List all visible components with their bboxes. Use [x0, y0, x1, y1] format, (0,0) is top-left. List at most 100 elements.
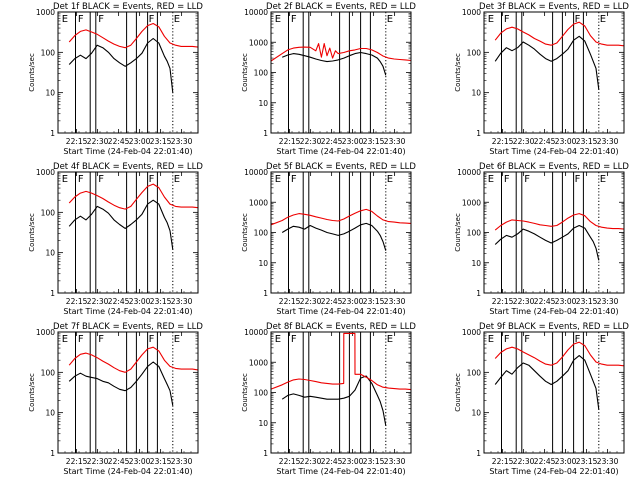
x-tick-label: 23:30: [384, 457, 406, 466]
x-tick-label: 22:15: [66, 297, 88, 306]
y-tick-label: 1: [50, 289, 55, 298]
event-marker-label: F: [524, 174, 530, 185]
y-tick-label: 100: [254, 229, 269, 238]
x-tick-label: 22:45: [534, 457, 556, 466]
x-tick-label: 22:15: [66, 457, 88, 466]
event-marker-label: E: [488, 174, 494, 185]
y-axis-label: Counts/sec: [241, 53, 249, 92]
panel-title: Det 1f BLACK = Events, RED = LLD: [53, 2, 203, 12]
detector-panel-7: Det 7f BLACK = Events, RED = LLD Counts/s…: [28, 322, 203, 476]
x-tick-label: 23:00: [342, 137, 364, 146]
y-tick-label: 10000: [457, 168, 481, 177]
event-marker-label: E: [600, 334, 606, 345]
x-tick-label: 22:45: [108, 457, 130, 466]
series-line-events: [281, 222, 387, 251]
x-tick-label: 23:00: [129, 137, 151, 146]
plot-frame: [270, 11, 412, 134]
detector-panel-2: Det 2f BLACK = Events, RED = LLD Counts/s…: [241, 2, 416, 156]
y-tick-label: 1: [263, 449, 268, 458]
series-line-events: [494, 355, 600, 410]
event-marker-label: F: [575, 14, 581, 25]
x-tick-label: 22:15: [492, 137, 514, 146]
x-tick-label: 22:30: [300, 137, 322, 146]
series-line-events: [68, 37, 174, 93]
y-tick-label: 1: [263, 289, 268, 298]
series-line-lld: [494, 213, 625, 231]
y-tick-label: 1000: [249, 38, 268, 47]
y-axis-label: Counts/sec: [28, 373, 36, 412]
panel-title: Det 9f BLACK = Events, RED = LLD: [479, 322, 629, 332]
x-tick-label: 23:30: [171, 297, 193, 306]
x-tick-label: 23:00: [342, 297, 364, 306]
event-marker-label: E: [62, 14, 68, 25]
event-marker-label: E: [275, 334, 281, 345]
y-tick-label: 100: [467, 368, 482, 377]
event-marker-label: E: [174, 174, 180, 185]
y-tick-label: 10000: [244, 328, 268, 337]
series-line-events: [494, 35, 600, 90]
plot-frame: [57, 331, 199, 454]
x-tick-label: 23:15: [150, 137, 172, 146]
detector-panel-6: Det 6f BLACK = Events, RED = LLD Counts/s…: [454, 162, 629, 316]
y-tick-label: 10: [45, 409, 55, 418]
event-marker-label: F: [78, 334, 84, 345]
y-tick-label: 10000: [244, 8, 268, 17]
event-marker-label: E: [387, 174, 393, 185]
x-axis-label: Start Time (24-Feb-04 22:01:40): [63, 307, 192, 316]
y-tick-label: 100: [41, 48, 56, 57]
event-marker-label: F: [149, 334, 155, 345]
detector-panel-9: Det 9f BLACK = Events, RED = LLD Counts/s…: [454, 322, 629, 476]
y-axis-label: Counts/sec: [454, 53, 462, 92]
y-tick-label: 100: [41, 208, 56, 217]
y-axis-label: Counts/sec: [28, 213, 36, 252]
x-tick-label: 22:30: [87, 457, 109, 466]
y-tick-label: 1000: [249, 358, 268, 367]
event-marker-label: E: [387, 14, 393, 25]
x-tick-label: 23:00: [129, 297, 151, 306]
x-tick-label: 22:15: [279, 297, 301, 306]
series-line-lld: [270, 208, 412, 226]
event-marker-label: E: [62, 174, 68, 185]
x-tick-label: 23:30: [597, 457, 619, 466]
x-tick-label: 23:15: [363, 457, 385, 466]
y-tick-label: 1: [476, 129, 481, 138]
event-marker-label: E: [600, 174, 606, 185]
panel-title: Det 2f BLACK = Events, RED = LLD: [266, 2, 416, 12]
x-tick-label: 22:45: [534, 137, 556, 146]
x-tick-label: 23:30: [171, 137, 193, 146]
panel-title: Det 4f BLACK = Events, RED = LLD: [53, 162, 203, 172]
y-tick-label: 1: [476, 289, 481, 298]
event-marker-label: F: [291, 174, 297, 185]
event-marker-label: E: [387, 334, 393, 345]
y-tick-label: 10: [471, 409, 481, 418]
y-tick-label: 100: [254, 69, 269, 78]
series-line-lld: [494, 341, 625, 367]
x-tick-label: 22:30: [300, 457, 322, 466]
plot-frame: [57, 11, 199, 134]
series-line-lld: [494, 21, 625, 47]
y-tick-label: 1: [476, 449, 481, 458]
detector-panel-4: Det 4f BLACK = Events, RED = LLD Counts/s…: [28, 162, 203, 316]
y-tick-label: 1000: [462, 328, 481, 337]
event-marker-label: F: [575, 334, 581, 345]
series-line-lld: [68, 22, 199, 49]
panel-title: Det 5f BLACK = Events, RED = LLD: [266, 162, 416, 172]
y-tick-label: 10: [45, 89, 55, 98]
event-marker-label: F: [291, 334, 297, 345]
event-marker-label: F: [504, 174, 510, 185]
event-marker-label: F: [504, 14, 510, 25]
x-tick-label: 23:00: [129, 457, 151, 466]
x-tick-label: 22:45: [108, 137, 130, 146]
series-line-events: [281, 375, 387, 426]
y-tick-label: 100: [467, 229, 482, 238]
panel-title: Det 6f BLACK = Events, RED = LLD: [479, 162, 629, 172]
event-marker-label: F: [98, 334, 104, 345]
panel-title: Det 8f BLACK = Events, RED = LLD: [266, 322, 416, 332]
x-axis-label: Start Time (24-Feb-04 22:01:40): [489, 467, 618, 476]
x-tick-label: 23:15: [576, 457, 598, 466]
y-tick-label: 1: [50, 129, 55, 138]
x-tick-label: 23:15: [576, 137, 598, 146]
x-axis-label: Start Time (24-Feb-04 22:01:40): [276, 467, 405, 476]
x-axis-label: Start Time (24-Feb-04 22:01:40): [489, 307, 618, 316]
y-tick-label: 100: [41, 368, 56, 377]
